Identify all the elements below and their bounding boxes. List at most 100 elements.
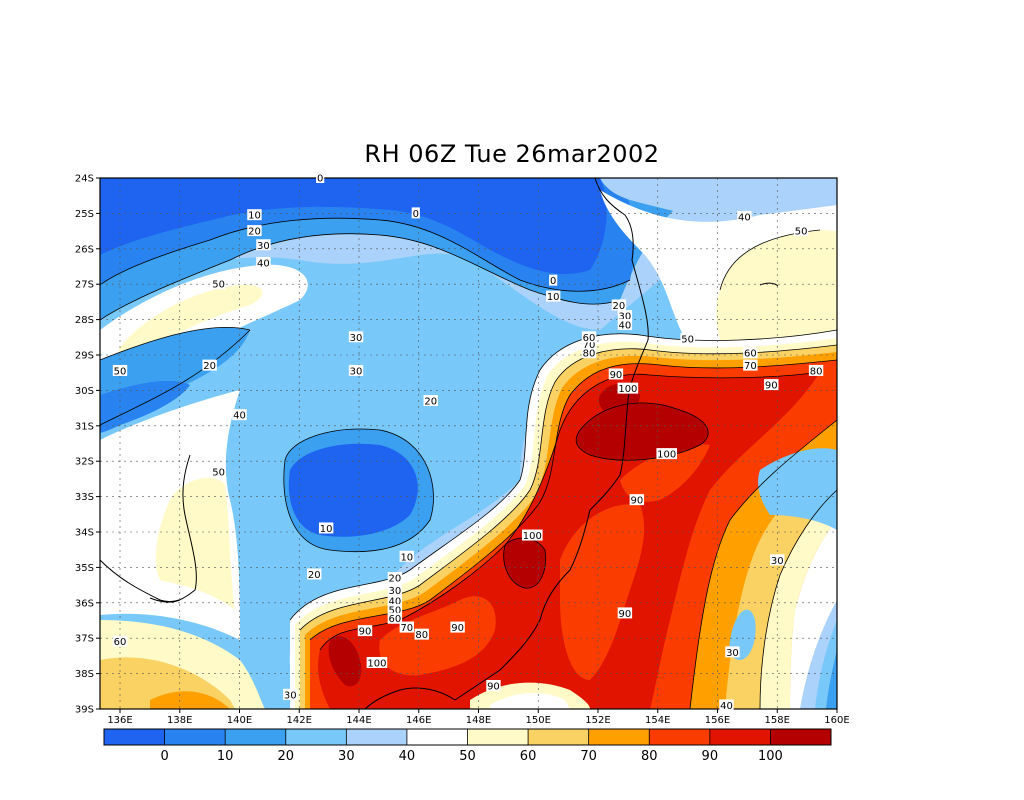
colorbar-label: 70 xyxy=(580,749,597,764)
contour-label: 80 xyxy=(414,628,429,641)
lon-tick-label: 136E xyxy=(107,715,132,726)
svg-text:10: 10 xyxy=(320,524,333,535)
rh-field xyxy=(100,178,837,709)
svg-text:90: 90 xyxy=(610,370,623,381)
svg-text:70: 70 xyxy=(583,340,596,351)
contour-label: 0 xyxy=(411,207,420,220)
contour-label: 90 xyxy=(357,625,373,638)
svg-text:50: 50 xyxy=(212,280,225,291)
contour-label: 40 xyxy=(387,595,403,608)
lat-tick-label: 32S xyxy=(75,457,94,468)
lat-tick-label: 27S xyxy=(75,280,94,291)
contour-label: 70 xyxy=(399,621,415,634)
lon-tick-label: 152E xyxy=(585,715,610,726)
contour-label: 20 xyxy=(247,225,262,238)
contour-label: 20 xyxy=(423,395,438,408)
lat-tick-label: 36S xyxy=(75,598,94,609)
svg-text:30: 30 xyxy=(284,690,297,701)
svg-text:60: 60 xyxy=(114,637,127,648)
lon-tick-label: 146E xyxy=(406,715,431,726)
contour-label: 0 xyxy=(549,274,558,287)
svg-text:50: 50 xyxy=(795,227,808,238)
contour-label: 20 xyxy=(387,572,403,585)
contour-label: 20 xyxy=(202,359,217,372)
contour-label: 50 xyxy=(793,225,809,238)
svg-text:30: 30 xyxy=(350,333,363,344)
svg-text:30: 30 xyxy=(388,586,401,597)
lat-tick-label: 35S xyxy=(75,563,94,574)
lon-tick-label: 160E xyxy=(824,715,849,726)
colorbar-label: 80 xyxy=(641,749,658,764)
contour-label: 100 xyxy=(521,529,543,542)
contour-label: 0 xyxy=(316,172,325,185)
svg-text:90: 90 xyxy=(630,496,643,507)
contour-label: 30 xyxy=(770,554,785,567)
colorbar-swatch xyxy=(164,729,226,745)
map-title: RH 06Z Tue 26mar2002 xyxy=(364,140,660,168)
contour-label: 20 xyxy=(306,568,322,581)
lat-tick-label: 37S xyxy=(75,634,94,645)
contour-label: 10 xyxy=(318,522,334,535)
colorbar-swatch xyxy=(346,729,408,745)
contour-label: 50 xyxy=(112,364,128,377)
svg-text:100: 100 xyxy=(618,384,637,395)
svg-text:0: 0 xyxy=(317,174,323,185)
svg-text:60: 60 xyxy=(583,333,596,344)
colorbar-label: 40 xyxy=(399,749,416,764)
contour-label: 100 xyxy=(366,656,388,669)
colorbar-swatch xyxy=(467,729,529,745)
contour-label: 80 xyxy=(808,364,824,377)
colorbar-label: 30 xyxy=(338,749,355,764)
svg-text:90: 90 xyxy=(359,627,372,638)
colorbar-label: 90 xyxy=(702,749,719,764)
svg-text:80: 80 xyxy=(810,366,823,377)
svg-text:0: 0 xyxy=(550,276,556,287)
svg-text:40: 40 xyxy=(388,597,401,608)
contour-label: 10 xyxy=(399,550,415,563)
svg-text:30: 30 xyxy=(619,312,632,323)
lat-tick-label: 25S xyxy=(75,209,94,220)
svg-text:90: 90 xyxy=(765,381,778,392)
colorbar-swatch xyxy=(406,729,468,745)
colorbar-swatch xyxy=(588,729,650,745)
contour-label: 90 xyxy=(486,679,501,692)
lat-tick-label: 31S xyxy=(75,421,94,432)
contour-label: 30 xyxy=(725,646,740,659)
svg-text:100: 100 xyxy=(367,658,386,669)
lon-tick-label: 144E xyxy=(346,715,371,726)
colorbar-swatch xyxy=(285,729,347,745)
contour-label: 30 xyxy=(256,239,271,252)
contour-label: 10 xyxy=(247,209,262,222)
svg-text:40: 40 xyxy=(738,212,751,223)
contour-label: 50 xyxy=(680,333,695,346)
contour-label: 40 xyxy=(256,256,271,269)
colorbar-label: 100 xyxy=(758,749,783,764)
svg-text:40: 40 xyxy=(619,320,632,331)
contour-label: 90 xyxy=(450,621,465,634)
contour-label: 30 xyxy=(617,310,633,323)
colorbar-swatch xyxy=(528,729,590,745)
lat-tick-label: 28S xyxy=(75,315,94,326)
svg-text:30: 30 xyxy=(257,241,270,252)
svg-text:10: 10 xyxy=(547,292,560,303)
svg-text:100: 100 xyxy=(657,450,676,461)
contour-label: 10 xyxy=(545,290,561,303)
contour-label: 30 xyxy=(348,331,364,344)
contour-label: 100 xyxy=(656,448,678,461)
contour-label: 60 xyxy=(112,635,128,648)
svg-text:20: 20 xyxy=(203,361,216,372)
colorbar-swatch xyxy=(770,729,832,745)
svg-text:50: 50 xyxy=(388,605,401,616)
lon-tick-label: 138E xyxy=(167,715,192,726)
lon-tick-label: 148E xyxy=(466,715,491,726)
svg-text:70: 70 xyxy=(744,361,757,372)
colorbar: 0 10 20 30 40 50 60 70 80 90 100 xyxy=(103,728,832,764)
svg-text:0: 0 xyxy=(413,209,419,220)
colorbar-swatch xyxy=(104,729,166,745)
colorbar-label: 10 xyxy=(217,749,234,764)
svg-text:40: 40 xyxy=(720,701,733,712)
plot-frame xyxy=(99,177,838,710)
colorbar-label: 50 xyxy=(459,749,476,764)
